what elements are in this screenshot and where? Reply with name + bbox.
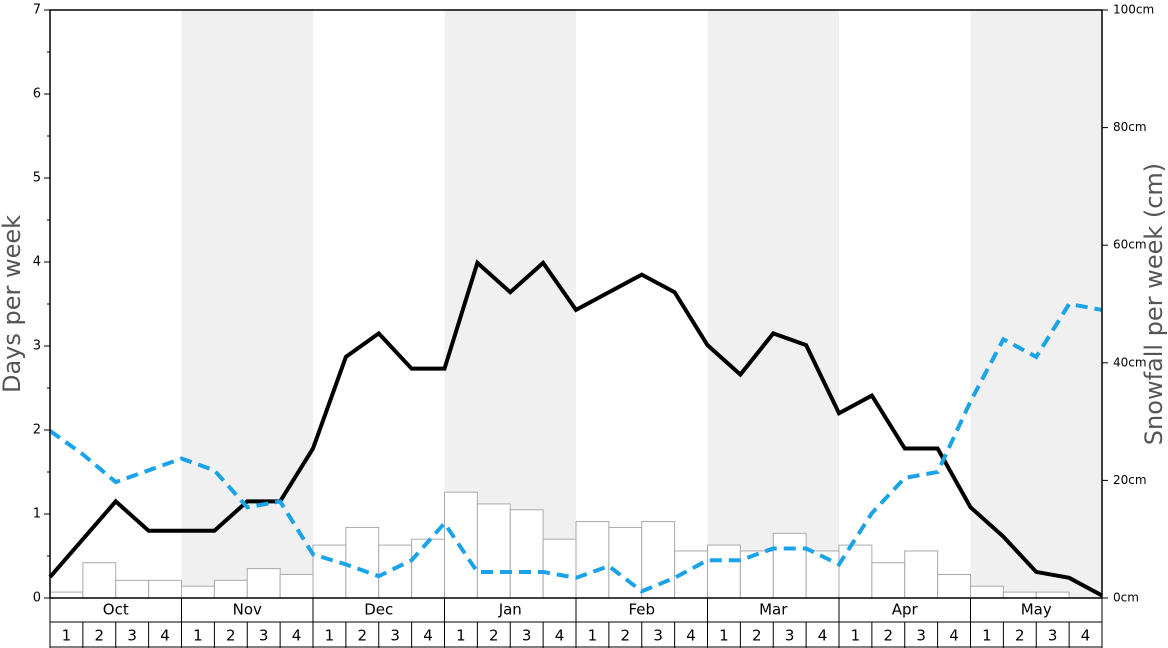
- y-tick-label: 1: [33, 507, 41, 522]
- y-tick-label: 4: [33, 255, 41, 270]
- month-band: [181, 10, 313, 598]
- bar: [246, 568, 281, 599]
- month-label: Nov: [233, 601, 262, 619]
- week-label: 2: [752, 627, 762, 645]
- y-tick-label: 5: [33, 171, 41, 186]
- y2-tick-label: 80cm: [1113, 120, 1147, 134]
- bar: [575, 521, 610, 599]
- y-axis-title: Days per week: [0, 215, 26, 393]
- bar: [213, 579, 248, 599]
- week-label: 3: [916, 627, 926, 645]
- bar: [279, 573, 314, 599]
- line-series: [48, 259, 1103, 598]
- bar: [49, 591, 84, 599]
- y2-tick-label: 0cm: [1113, 591, 1139, 605]
- line-series: [48, 301, 1103, 594]
- y-tick-label: 2: [33, 423, 41, 438]
- month-label: Apr: [892, 601, 919, 619]
- bar: [148, 579, 182, 599]
- y2-tick-label: 100cm: [1113, 3, 1154, 17]
- week-label: 4: [160, 627, 170, 645]
- month-band: [707, 10, 839, 598]
- week-label: 1: [719, 627, 729, 645]
- week-label: 1: [588, 627, 598, 645]
- bar: [707, 544, 741, 599]
- bar: [115, 579, 150, 599]
- week-label: 4: [949, 627, 959, 645]
- week-label: 2: [95, 627, 105, 645]
- week-label: 2: [358, 627, 368, 645]
- bar: [772, 532, 807, 599]
- week-label: 3: [1048, 627, 1058, 645]
- bar: [312, 544, 347, 599]
- week-label: 2: [489, 627, 499, 645]
- bar: [641, 521, 676, 599]
- bar: [378, 544, 413, 599]
- y2-axis-title: Snowfall per week (cm): [1140, 163, 1168, 445]
- bar: [82, 562, 117, 599]
- week-label: 1: [456, 627, 466, 645]
- week-label: 4: [686, 627, 696, 645]
- y2-tick-label: 60cm: [1113, 238, 1147, 252]
- month-label: Mar: [759, 601, 788, 619]
- week-label: 3: [390, 627, 400, 645]
- month-band: [970, 10, 1102, 598]
- y2-tick-label: 40cm: [1113, 355, 1147, 369]
- y2-tick-label: 20cm: [1113, 473, 1147, 487]
- week-label: 1: [193, 627, 203, 645]
- week-label: 3: [785, 627, 795, 645]
- week-label: 4: [423, 627, 433, 645]
- month-label: Feb: [628, 601, 655, 619]
- week-label: 1: [982, 627, 992, 645]
- bar: [1035, 591, 1070, 599]
- bar: [937, 573, 971, 599]
- week-label: 2: [226, 627, 236, 645]
- bar: [345, 526, 380, 599]
- bar: [871, 562, 906, 599]
- y-tick-label: 6: [33, 87, 41, 102]
- bar: [838, 544, 873, 599]
- month-label: May: [1021, 601, 1052, 619]
- week-label: 4: [292, 627, 302, 645]
- bar: [904, 550, 939, 599]
- week-label: 2: [621, 627, 631, 645]
- week-label: 3: [259, 627, 269, 645]
- week-label: 1: [62, 627, 72, 645]
- bar: [608, 526, 643, 599]
- bar: [805, 550, 840, 599]
- bar: [970, 585, 1004, 599]
- week-label: 2: [884, 627, 894, 645]
- month-label: Dec: [364, 601, 393, 619]
- month-label: Jan: [498, 601, 522, 619]
- week-label: 3: [127, 627, 137, 645]
- bar: [476, 503, 511, 599]
- week-label: 4: [555, 627, 565, 645]
- week-label: 3: [522, 627, 532, 645]
- y-tick-label: 0: [33, 591, 41, 606]
- bar: [1002, 591, 1037, 599]
- y-tick-label: 3: [33, 339, 41, 354]
- week-label: 3: [653, 627, 663, 645]
- week-label: 4: [818, 627, 828, 645]
- week-label: 1: [851, 627, 861, 645]
- y-tick-label: 7: [33, 3, 41, 18]
- bar: [739, 550, 774, 599]
- bar: [411, 538, 445, 599]
- bar: [509, 509, 544, 599]
- month-label: Oct: [103, 601, 129, 619]
- week-label: 4: [1081, 627, 1091, 645]
- week-label: 2: [1015, 627, 1025, 645]
- bar: [181, 585, 215, 599]
- bar: [542, 538, 577, 599]
- week-label: 1: [325, 627, 335, 645]
